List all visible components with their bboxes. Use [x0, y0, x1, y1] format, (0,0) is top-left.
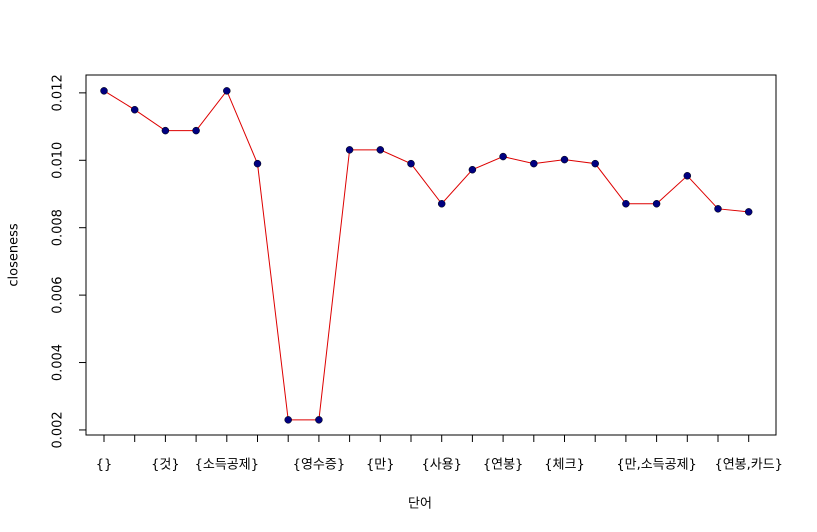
data-point	[530, 159, 538, 168]
data-point	[223, 87, 231, 95]
data-point	[437, 200, 446, 208]
data-point	[468, 165, 477, 174]
y-tick-label: 0.006	[51, 277, 66, 314]
y-tick-label: 0.008	[51, 209, 66, 246]
x-tick-label: {사용}	[421, 458, 461, 473]
data-point	[714, 205, 722, 213]
x-tick-label: {만,소득공제}	[616, 458, 696, 473]
data-point	[315, 416, 323, 424]
x-axis-label: 단어	[408, 497, 432, 512]
data-point	[100, 87, 108, 95]
x-tick-label: {영수증}	[293, 458, 345, 473]
data-point	[591, 159, 599, 168]
data-point	[345, 146, 354, 154]
data-point	[130, 105, 139, 114]
data-point	[622, 200, 630, 208]
data-point	[560, 155, 569, 164]
y-axis-label: closeness	[7, 223, 22, 286]
data-point	[407, 159, 415, 168]
x-tick-label: {소득공제}	[195, 458, 259, 473]
data-point	[744, 208, 753, 216]
x-tick-label: {체크}	[544, 458, 584, 473]
data-point	[652, 200, 661, 208]
data-point	[161, 126, 170, 135]
y-tick-label: 0.002	[51, 411, 66, 448]
data-point	[253, 159, 262, 168]
x-tick-label: {연봉,카드}	[714, 458, 783, 473]
x-tick-label: {것}	[151, 458, 180, 473]
data-point	[683, 172, 692, 180]
y-tick-label: 0.012	[51, 74, 66, 111]
x-tick-label: {만}	[366, 458, 395, 473]
data-point	[192, 126, 200, 135]
plot-frame	[85, 74, 777, 436]
y-tick-label: 0.004	[51, 344, 66, 381]
y-tick-label: 0.010	[51, 142, 66, 179]
x-tick-label: {연봉}	[483, 458, 523, 473]
x-tick-label: {}	[96, 458, 113, 473]
data-point	[376, 146, 385, 154]
series-line	[103, 89, 749, 421]
data-point	[499, 152, 507, 161]
data-point	[284, 416, 292, 424]
